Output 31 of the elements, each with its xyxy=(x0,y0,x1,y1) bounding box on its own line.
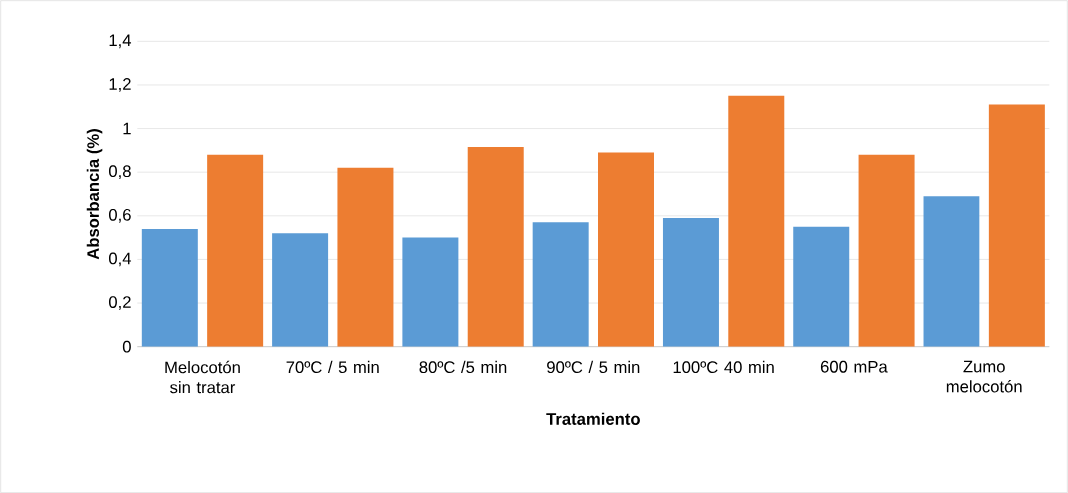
y-tick-label: 1,2 xyxy=(109,77,131,92)
y-tick-label: 0,2 xyxy=(109,296,131,310)
x-tick-label: 70ºC / 5 min xyxy=(286,360,379,373)
bar xyxy=(858,154,915,347)
y-tick-label: 1,4 xyxy=(109,34,132,48)
bar xyxy=(923,196,980,347)
y-tick-label: 0,4 xyxy=(109,252,132,267)
bar xyxy=(272,233,329,347)
x-tick-label: 80ºC /5 min xyxy=(419,360,507,373)
x-axis-title: Tratamiento xyxy=(546,412,640,425)
bar xyxy=(532,222,589,347)
bar xyxy=(337,167,394,347)
x-tick-label: Zumo melocotón xyxy=(946,360,1022,393)
x-tick-label: 100ºC 40 min xyxy=(673,360,774,373)
x-tick-label: 90ºC / 5 min xyxy=(547,360,640,373)
bar xyxy=(141,228,198,347)
x-tick-label: 600 mPa xyxy=(820,360,888,373)
y-tick-label: 0,8 xyxy=(109,165,131,179)
bar xyxy=(793,226,850,347)
bar xyxy=(598,152,654,347)
y-tick-label: 1 xyxy=(123,122,131,135)
bar xyxy=(207,154,264,347)
y-axis-title: Absorbancia (%) xyxy=(86,128,103,260)
bar xyxy=(402,237,459,347)
bar xyxy=(467,146,524,347)
bar xyxy=(662,217,719,347)
y-tick-label: 0 xyxy=(122,340,131,353)
x-tick-label: Melocotón sin tratar xyxy=(165,360,240,394)
bar xyxy=(728,95,785,347)
y-tick-label: 0,6 xyxy=(109,208,131,223)
bar xyxy=(988,104,1045,347)
